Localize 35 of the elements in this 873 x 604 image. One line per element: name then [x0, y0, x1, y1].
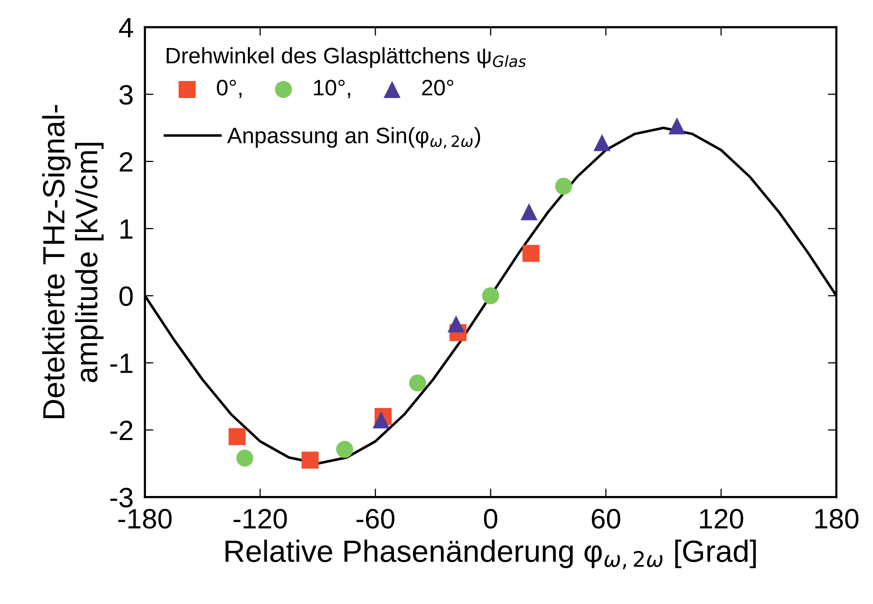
x-tick-label: 120	[700, 508, 744, 529]
y-tick-label: -3	[110, 488, 133, 508]
point	[372, 411, 390, 428]
point	[668, 117, 686, 134]
x-tick-label: 60	[592, 508, 620, 529]
legend-label: 10°,	[314, 80, 350, 98]
x-tick-label: 0	[484, 508, 498, 529]
x-tick-label: -60	[356, 508, 394, 529]
x-tick-label: -120	[234, 508, 287, 529]
legend-title: Drehwinkel des Glasplättchens ψ$_{Glas}$	[166, 47, 526, 68]
point	[409, 374, 426, 392]
point	[555, 178, 572, 195]
y-tick-label: -1	[110, 354, 132, 373]
point	[520, 203, 538, 220]
x-axis-title: Relative Phasenänderung φ$_{ω,2ω}$ [Grad]	[226, 540, 756, 570]
y-tick-label: 2	[120, 152, 132, 172]
x-tick-label: -180	[118, 508, 172, 529]
y-axis-title: Detektierte THz-Signal- amplitude [kV/cm]	[42, 104, 104, 418]
point	[594, 134, 611, 152]
y-tick-label: 0	[119, 286, 133, 306]
legend-label: 20°	[422, 80, 454, 96]
y-tick-label: 3	[119, 84, 133, 105]
point	[522, 244, 540, 262]
y-tick-label: -2	[110, 420, 132, 440]
point	[336, 440, 354, 458]
y-tick-label: 4	[119, 18, 133, 38]
point	[302, 452, 319, 469]
point	[228, 428, 246, 446]
x-tick-label: 180	[815, 508, 858, 529]
legend-label: Anpassung an Sin(φ$_{ω,2ω}$)	[227, 127, 480, 149]
point	[236, 450, 254, 467]
point	[482, 287, 500, 304]
legend-label: 0°,	[216, 80, 242, 98]
y-tick-label: 1	[120, 220, 132, 239]
point	[448, 315, 465, 332]
